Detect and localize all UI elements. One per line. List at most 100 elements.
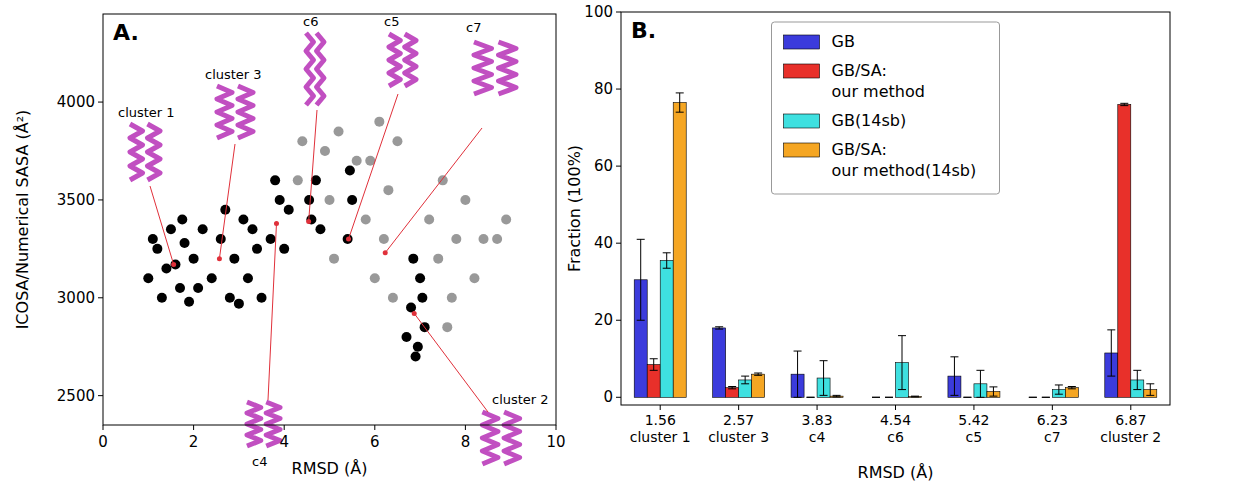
error-bar: [950, 357, 958, 396]
y-tick: [98, 102, 103, 103]
error-cap: [794, 397, 802, 398]
scatter-point: [402, 332, 412, 342]
error-bar: [637, 239, 645, 320]
annotation-point: [383, 250, 388, 255]
helix: [504, 412, 519, 464]
error-bar: [728, 387, 736, 389]
bar: [1039, 397, 1052, 398]
error-cap: [911, 396, 919, 397]
x-tick-name: c5: [966, 429, 983, 445]
error-cap: [1107, 329, 1115, 330]
annotation-label: cluster 2: [492, 392, 549, 407]
error-cap: [807, 397, 815, 398]
x-tick-label: 1.56: [645, 412, 676, 428]
scatter-point: [460, 195, 470, 205]
y-tick-label: 3500: [57, 191, 95, 209]
scatter-point: [433, 254, 443, 264]
scatter-point: [320, 146, 330, 156]
scatter-point: [175, 283, 185, 293]
x-tick-name: c7: [1044, 429, 1061, 445]
error-cap: [976, 397, 984, 398]
error-line: [679, 93, 680, 112]
error-cap: [676, 112, 684, 113]
x-tick-label: 8: [461, 433, 471, 451]
bar: [961, 397, 974, 398]
x-tick-label: 10: [546, 433, 565, 451]
error-cap: [820, 395, 828, 396]
error-bar: [1146, 384, 1154, 396]
legend-label: GB/SA:our method: [832, 61, 925, 101]
leader-line: [414, 313, 488, 412]
error-cap: [872, 397, 880, 398]
scatter-point: [229, 254, 239, 264]
error-cap: [1055, 394, 1063, 395]
error-cap: [754, 373, 762, 374]
error-cap: [1055, 384, 1063, 385]
bar: [660, 261, 673, 398]
scatter-point: [392, 136, 402, 146]
scatter-point: [411, 352, 421, 362]
x-axis-title: RMSD (Å): [292, 459, 368, 478]
x-tick: [284, 425, 285, 430]
annotation-point: [274, 221, 279, 226]
error-bar: [663, 253, 671, 268]
x-tick-label: 6.87: [1115, 412, 1146, 428]
error-line: [666, 253, 667, 268]
error-cap: [833, 396, 841, 397]
error-cap: [663, 268, 671, 269]
error-cap: [637, 239, 645, 240]
leader-line: [268, 223, 276, 400]
error-bar: [1120, 103, 1128, 105]
scatter-point: [447, 293, 457, 303]
annotation-point: [217, 256, 222, 261]
scatter-point: [143, 273, 153, 283]
scatter-point: [243, 273, 253, 283]
error-cap: [728, 388, 736, 389]
error-bar: [911, 396, 919, 398]
error-cap: [833, 395, 841, 396]
error-line: [640, 239, 641, 320]
scatter-point: [148, 234, 158, 244]
legend-label: GB(14sb): [832, 111, 907, 130]
y-tick-label: 100: [584, 3, 613, 21]
y-tick-label: 60: [594, 157, 613, 175]
legend-swatch: [784, 114, 820, 128]
x-tick: [738, 405, 739, 410]
error-bar: [872, 397, 880, 398]
error-bar: [989, 387, 997, 396]
scatter-point: [492, 234, 502, 244]
annotation-label: c7: [466, 20, 481, 35]
scatter-point: [189, 254, 199, 264]
y-tick: [616, 12, 621, 13]
scatter-point: [234, 299, 244, 309]
scatter-point: [180, 238, 190, 248]
legend-label: GB/SA:our method(14sb): [832, 140, 977, 180]
legend-swatch: [784, 143, 820, 157]
y-axis-title: Fraction (100%): [565, 145, 584, 272]
scatter-point: [479, 234, 489, 244]
y-tick: [616, 166, 621, 167]
y-tick-label: 20: [594, 311, 613, 329]
helix: [266, 402, 280, 446]
figure: cluster 1cluster 3c4c6c5c7cluster 202468…: [0, 0, 1244, 488]
error-cap: [715, 326, 723, 327]
error-cap: [1029, 397, 1037, 398]
error-bar: [1133, 370, 1141, 389]
scatter-point: [166, 224, 176, 234]
x-tick: [193, 425, 194, 430]
error-cap: [1029, 397, 1037, 398]
error-bar: [715, 327, 723, 329]
leader-line: [219, 144, 235, 259]
helix: [474, 42, 492, 94]
scatter-point: [270, 175, 280, 185]
error-line: [980, 370, 981, 397]
scatter-point: [306, 215, 316, 225]
y-tick: [616, 89, 621, 90]
helix: [247, 402, 261, 446]
bar: [1065, 388, 1078, 398]
error-line: [1058, 385, 1059, 394]
scatter-point: [170, 260, 180, 270]
leader-line: [150, 186, 174, 265]
x-tick-name: cluster 1: [630, 429, 691, 445]
annotations: cluster 1cluster 3c4c6c5c7cluster 2: [118, 14, 549, 469]
